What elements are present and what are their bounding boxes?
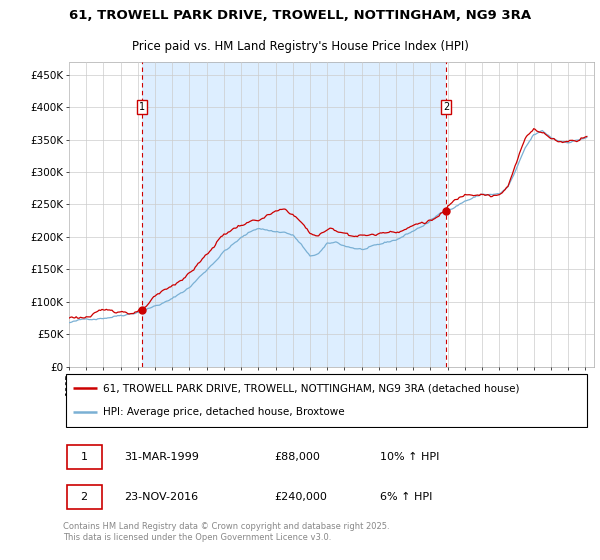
FancyBboxPatch shape: [67, 445, 101, 469]
FancyBboxPatch shape: [65, 374, 587, 427]
Text: 6% ↑ HPI: 6% ↑ HPI: [380, 492, 432, 502]
Text: Price paid vs. HM Land Registry's House Price Index (HPI): Price paid vs. HM Land Registry's House …: [131, 40, 469, 53]
Text: £88,000: £88,000: [274, 452, 320, 463]
Text: 31-MAR-1999: 31-MAR-1999: [124, 452, 199, 463]
Text: 61, TROWELL PARK DRIVE, TROWELL, NOTTINGHAM, NG9 3RA (detached house): 61, TROWELL PARK DRIVE, TROWELL, NOTTING…: [103, 383, 519, 393]
Text: 2: 2: [80, 492, 88, 502]
FancyBboxPatch shape: [67, 485, 101, 508]
Text: 61, TROWELL PARK DRIVE, TROWELL, NOTTINGHAM, NG9 3RA: 61, TROWELL PARK DRIVE, TROWELL, NOTTING…: [69, 10, 531, 22]
Text: 1: 1: [139, 102, 145, 112]
Text: Contains HM Land Registry data © Crown copyright and database right 2025.
This d: Contains HM Land Registry data © Crown c…: [63, 522, 389, 542]
Text: 10% ↑ HPI: 10% ↑ HPI: [380, 452, 439, 463]
Text: 1: 1: [80, 452, 88, 463]
Bar: [142, 62, 446, 367]
Text: 2: 2: [443, 102, 449, 112]
Text: HPI: Average price, detached house, Broxtowe: HPI: Average price, detached house, Brox…: [103, 407, 344, 417]
Text: £240,000: £240,000: [274, 492, 327, 502]
Text: 23-NOV-2016: 23-NOV-2016: [124, 492, 198, 502]
